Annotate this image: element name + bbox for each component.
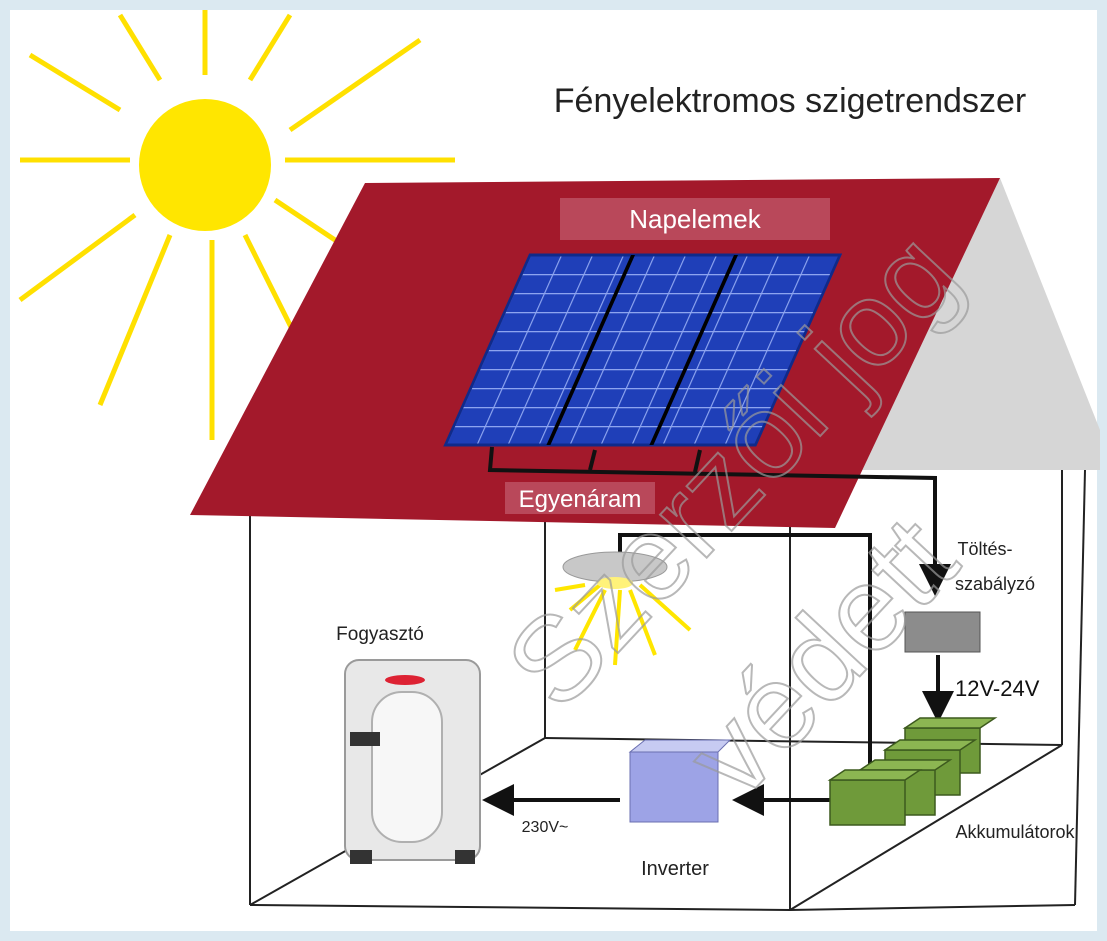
panels-label: Napelemek [629,204,762,234]
fridge [345,660,480,864]
controller-label: Töltés- [957,539,1012,559]
diagram: Fényelektromos szigetrendszer Napelemek … [0,0,1107,941]
inverter-label: Inverter [641,858,709,880]
title: Fényelektromos szigetrendszer [554,82,1026,120]
batteries-label: Akkumulátorok [955,822,1075,842]
consumer-label: Fogyasztó [336,624,424,645]
sun-disc [139,99,271,231]
page: Fényelektromos szigetrendszer Napelemek … [0,0,1107,941]
voltage-ac-label: 230V~ [522,819,569,836]
voltage-dc-label: 12V-24V [955,676,1040,701]
